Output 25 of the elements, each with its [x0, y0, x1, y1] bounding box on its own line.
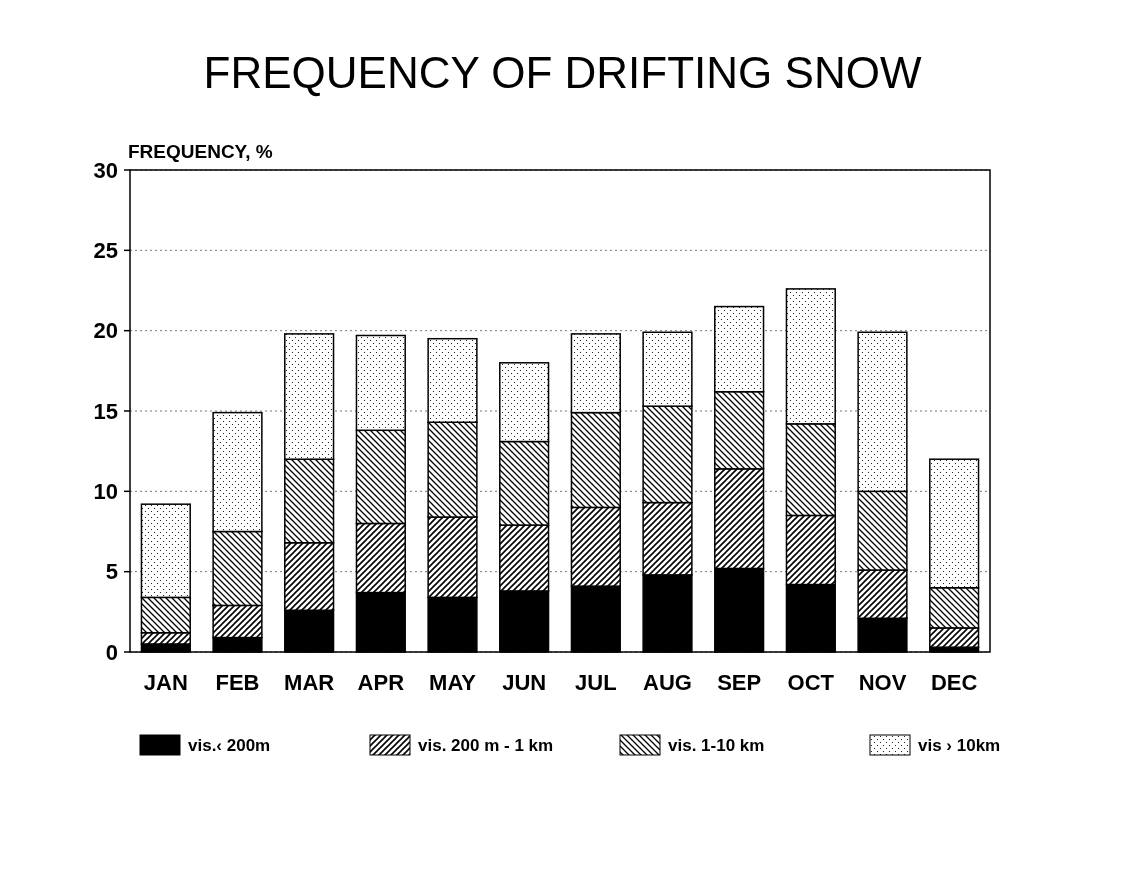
x-tick-label: OCT [787, 670, 835, 695]
x-tick-label: NOV [858, 670, 907, 695]
chart-title: FREQUENCY OF DRIFTING SNOW [203, 48, 922, 97]
x-tick-label: JUL [575, 670, 617, 695]
x-tick-label: FEB [215, 670, 260, 695]
y-tick-label: 5 [105, 559, 118, 585]
legend-label: vis › 10km [918, 735, 1001, 755]
x-tick-label: SEP [717, 670, 762, 695]
x-tick-label: AUG [643, 670, 692, 695]
legend-label: vis. 1-10 km [668, 735, 765, 755]
legend-label: vis. 200 m - 1 km [418, 735, 554, 755]
y-tick-label: 25 [93, 238, 118, 264]
legend-label: vis.‹ 200m [188, 735, 271, 755]
y-tick-label: 0 [105, 639, 118, 665]
x-tick-label: DEC [930, 670, 978, 695]
y-tick-label: 10 [93, 479, 118, 505]
y-axis-title: FREQUENCY, % [128, 141, 273, 162]
y-tick-label: 30 [93, 157, 118, 183]
y-tick-label: 20 [93, 318, 118, 344]
x-tick-label: MAR [284, 670, 335, 695]
x-tick-label: JAN [143, 670, 188, 695]
y-tick-label: 15 [93, 398, 118, 424]
x-tick-label: JUN [502, 670, 547, 695]
x-tick-label: MAY [429, 670, 477, 695]
x-tick-label: APR [357, 670, 405, 695]
